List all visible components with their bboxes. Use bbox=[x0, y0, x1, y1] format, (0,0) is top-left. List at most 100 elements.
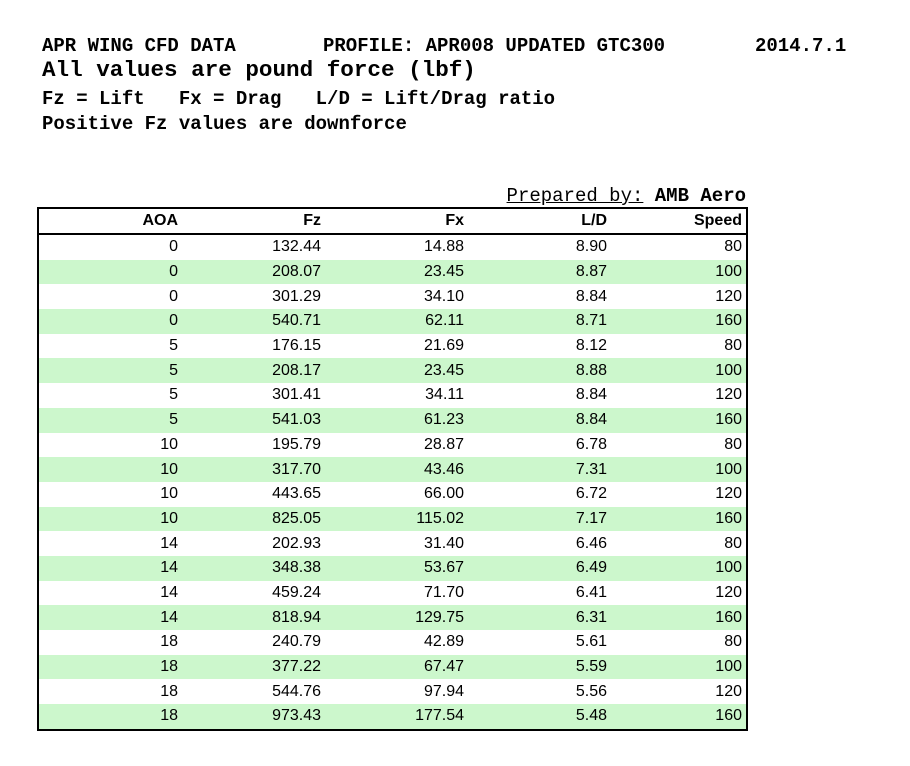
table-cell: 18 bbox=[160, 633, 178, 651]
table-cell: 132.44 bbox=[272, 238, 321, 256]
table-header-row: AOA Fz Fx L/D Speed bbox=[38, 208, 747, 235]
table-cell: 208.07 bbox=[182, 259, 325, 285]
table-cell: 43.46 bbox=[325, 457, 468, 482]
table-row: 10 825.05 115.02 7.17 160 bbox=[38, 506, 747, 532]
table-row: 14 348.38 53.67 6.49 100 bbox=[38, 555, 747, 581]
table-cell: 14.88 bbox=[423, 238, 464, 256]
table-row: 14 818.94 129.75 6.31 160 bbox=[38, 605, 747, 630]
profile-label: PROFILE: APR008 UPDATED GTC300 bbox=[323, 35, 666, 57]
table-cell: 0 bbox=[169, 287, 178, 305]
table-cell: 0 bbox=[38, 259, 182, 285]
table-cell: 8.90 bbox=[575, 238, 607, 256]
table-cell: 42.89 bbox=[423, 633, 464, 651]
table-row: 0 540.71 62.11 8.71 160 bbox=[38, 309, 747, 334]
table-cell: 8.84 bbox=[575, 386, 607, 404]
table-row: 18 973.43 177.54 5.48 160 bbox=[38, 704, 747, 730]
table-cell: 6.72 bbox=[575, 485, 607, 503]
table-cell: 80 bbox=[724, 337, 742, 355]
table-cell: 18 bbox=[38, 654, 182, 680]
table-cell: 5.59 bbox=[468, 654, 611, 680]
table-cell: 18 bbox=[38, 704, 182, 730]
table-cell: 544.76 bbox=[272, 682, 321, 700]
table-cell: 53.67 bbox=[325, 555, 468, 581]
table-body: 0 132.44 14.88 8.90 80 0 208.07 23.45 8.87 100 0 30… bbox=[38, 234, 747, 730]
table-cell: 160 bbox=[611, 704, 747, 730]
table-cell: 21.69 bbox=[423, 337, 464, 355]
table-cell: 10 bbox=[160, 435, 178, 453]
table-cell: 100 bbox=[611, 457, 747, 482]
table-cell: 202.93 bbox=[272, 534, 321, 552]
table-cell: 8.88 bbox=[468, 358, 611, 384]
table-cell: 120 bbox=[715, 287, 742, 305]
table-cell: 100 bbox=[611, 259, 747, 285]
table-cell: 14 bbox=[160, 583, 178, 601]
table-row: 10 443.65 66.00 6.72 120 bbox=[38, 482, 747, 507]
table-cell: 8.12 bbox=[575, 337, 607, 355]
table-cell: 5 bbox=[169, 386, 178, 404]
column-header-aoa: AOA bbox=[38, 208, 182, 235]
table-cell: 34.10 bbox=[423, 287, 464, 305]
table-row: 5 208.17 23.45 8.88 100 bbox=[38, 358, 747, 384]
table-cell: 10 bbox=[38, 457, 182, 482]
table-row: 5 541.03 61.23 8.84 160 bbox=[38, 407, 747, 433]
table-cell: 14 bbox=[160, 534, 178, 552]
table-cell: 0 bbox=[169, 238, 178, 256]
legend-note: Fz = Lift Fx = Drag L/D = Lift/Drag rati… bbox=[42, 88, 556, 110]
table-cell: 6.49 bbox=[468, 555, 611, 581]
table-cell: 8.84 bbox=[468, 407, 611, 433]
table-cell: 120 bbox=[715, 485, 742, 503]
table-cell: 301.29 bbox=[272, 287, 321, 305]
table-cell: 115.02 bbox=[325, 506, 468, 532]
table-row: 18 240.79 42.89 5.61 80 bbox=[38, 630, 747, 655]
table-cell: 34.11 bbox=[425, 386, 464, 404]
table-cell: 6.46 bbox=[575, 534, 607, 552]
table-cell: 825.05 bbox=[182, 506, 325, 532]
downforce-note: Positive Fz values are downforce bbox=[42, 113, 407, 135]
table-cell: 160 bbox=[611, 309, 747, 334]
table-cell: 7.17 bbox=[468, 506, 611, 532]
table-cell: 443.65 bbox=[272, 485, 321, 503]
table-cell: 120 bbox=[715, 682, 742, 700]
doc-date: 2014.7.1 bbox=[755, 35, 847, 57]
table-row: 5 176.15 21.69 8.12 80 bbox=[38, 334, 747, 359]
prepared-by-value: AMB Aero bbox=[654, 185, 746, 207]
table-cell: 10 bbox=[38, 506, 182, 532]
table-cell: 5.61 bbox=[575, 633, 607, 651]
units-note: All values are pound force (lbf) bbox=[42, 57, 476, 83]
table-cell: 6.78 bbox=[575, 435, 607, 453]
table-cell: 7.31 bbox=[468, 457, 611, 482]
table-cell: 120 bbox=[715, 386, 742, 404]
table-cell: 8.71 bbox=[468, 309, 611, 334]
table-row: 18 377.22 67.47 5.59 100 bbox=[38, 654, 747, 680]
table-cell: 80 bbox=[724, 534, 742, 552]
table-cell: 100 bbox=[611, 654, 747, 680]
table-cell: 31.40 bbox=[423, 534, 464, 552]
column-header-ld: L/D bbox=[468, 208, 611, 235]
cfd-data-table: AOA Fz Fx L/D Speed 0 132.44 14.88 8.90 80 0 2… bbox=[37, 207, 748, 731]
table-cell: 377.22 bbox=[182, 654, 325, 680]
table-cell: 177.54 bbox=[325, 704, 468, 730]
table-cell: 23.45 bbox=[325, 358, 468, 384]
table-cell: 61.23 bbox=[325, 407, 468, 433]
table-cell: 100 bbox=[611, 358, 747, 384]
table-row: 14 202.93 31.40 6.46 80 bbox=[38, 531, 747, 556]
table-cell: 459.24 bbox=[272, 583, 321, 601]
table-cell: 23.45 bbox=[325, 259, 468, 285]
table-cell: 5 bbox=[169, 337, 178, 355]
prepared-by-line: Prepared by: AMB Aero bbox=[507, 187, 746, 206]
table-cell: 14 bbox=[38, 555, 182, 581]
table-cell: 6.31 bbox=[468, 605, 611, 630]
column-header-fx: Fx bbox=[325, 208, 468, 235]
table-cell: 5 bbox=[38, 358, 182, 384]
table-row: 14 459.24 71.70 6.41 120 bbox=[38, 581, 747, 606]
table-cell: 97.94 bbox=[423, 682, 464, 700]
table-cell: 176.15 bbox=[272, 337, 321, 355]
table-cell: 240.79 bbox=[272, 633, 321, 651]
table-cell: 80 bbox=[724, 238, 742, 256]
table-cell: 5.48 bbox=[468, 704, 611, 730]
table-cell: 301.41 bbox=[272, 386, 321, 404]
table-cell: 8.87 bbox=[468, 259, 611, 285]
prepared-by-label: Prepared by: bbox=[506, 185, 644, 207]
table-cell: 66.00 bbox=[423, 485, 464, 503]
